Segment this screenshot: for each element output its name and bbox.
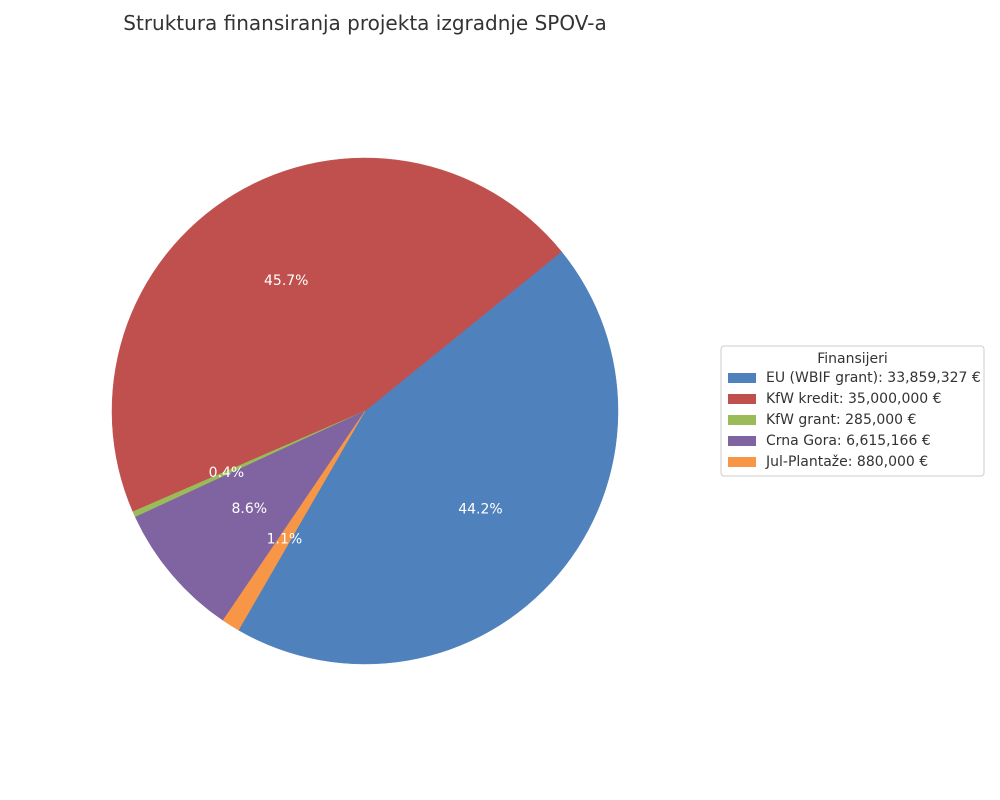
legend-swatch-1 — [728, 394, 756, 404]
legend-swatch-2 — [728, 415, 756, 425]
pie-percent-label-4: 1.1% — [267, 532, 303, 548]
legend-swatch-0 — [728, 373, 756, 383]
pie-percent-label-2: 0.4% — [209, 465, 245, 481]
pie-slice-1 — [111, 157, 562, 513]
pie-percent-label-0: 44.2% — [458, 502, 502, 518]
legend-label-1: KfW kredit: 35,000,000 € — [766, 391, 942, 407]
pie-slices — [111, 157, 619, 665]
pie-slice-4 — [222, 410, 366, 631]
pie-percent-label-3: 8.6% — [231, 501, 267, 517]
pie-slice-0 — [238, 251, 619, 665]
legend-frame — [720, 345, 985, 477]
legend-label-2: KfW grant: 285,000 € — [766, 412, 916, 428]
legend: Finansijeri EU (WBIF grant): 33,859,327 … — [720, 345, 985, 477]
legend-label-4: Jul-Plantaže: 880,000 € — [765, 454, 928, 470]
legend-label-0: EU (WBIF grant): 33,859,327 € — [766, 370, 981, 386]
chart-title: Struktura finansiranja projekta izgradnj… — [123, 11, 606, 35]
legend-title: Finansijeri — [817, 351, 888, 367]
legend-swatch-3 — [728, 436, 756, 446]
legend-swatch-4 — [728, 457, 756, 467]
pie-slice-3 — [134, 410, 366, 621]
pie-percent-labels: 44.2% 45.7% 0.4% 8.6%1.1% — [209, 273, 503, 547]
legend-label-3: Crna Gora: 6,615,166 € — [766, 433, 931, 449]
pie-percent-label-1: 45.7% — [264, 273, 308, 289]
